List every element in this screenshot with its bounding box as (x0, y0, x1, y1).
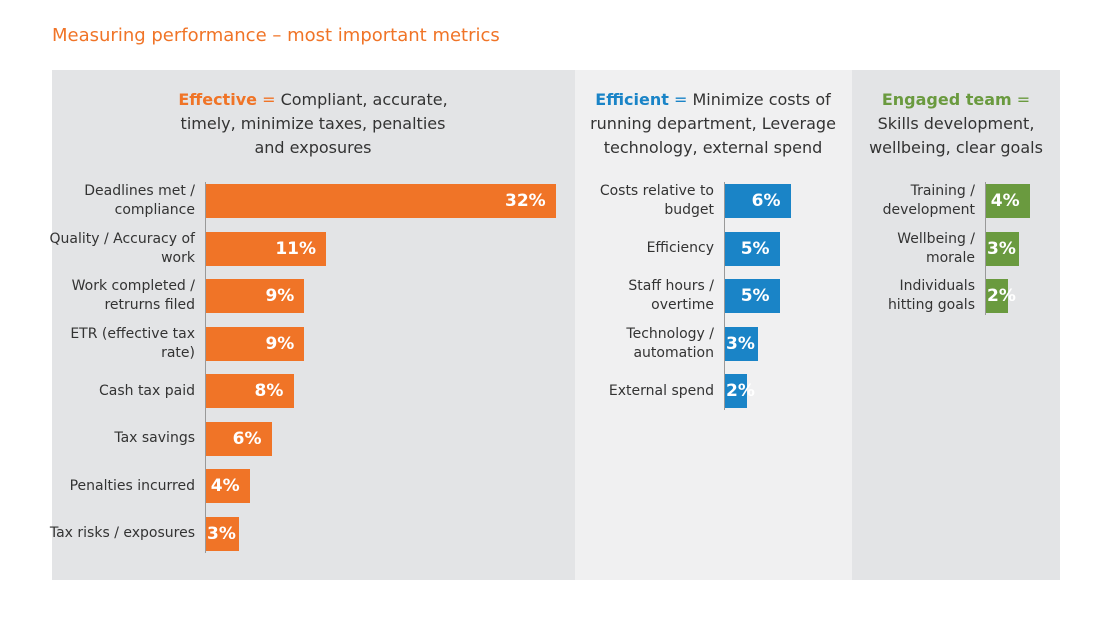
axis-line (985, 182, 986, 315)
value-label: 4% (990, 191, 1020, 211)
category-label: Technology / automation (626, 325, 714, 361)
axis-line (205, 182, 206, 553)
separator: = (674, 90, 688, 109)
value-label: 5% (740, 286, 770, 306)
separator: = (262, 90, 276, 109)
value-label: 5% (740, 238, 770, 259)
category-label: Efficiency (646, 240, 714, 256)
value-label: 6% (751, 191, 781, 211)
category-label: Costs relative to budget (599, 183, 714, 218)
value-label: 2% (726, 381, 755, 401)
value-label: 3% (987, 238, 1016, 259)
category-label: Deadlines met / compliance (84, 183, 195, 218)
category-label: Staff hours / overtime (628, 278, 714, 313)
bar (725, 184, 791, 218)
value-label: 9% (265, 333, 295, 354)
series-name: Effective (178, 90, 257, 109)
description: Minimize costs of running department, Le… (590, 90, 836, 157)
value-label: 11% (275, 238, 317, 259)
category-label: Cash tax paid (98, 382, 195, 399)
panel-heading: Efficient = Minimize costs of running de… (588, 88, 838, 160)
value-label: 3% (207, 523, 236, 544)
value-label: 3% (726, 333, 755, 354)
bar (206, 279, 305, 313)
page-title: Measuring performance – most important m… (52, 25, 500, 46)
category-label: Tax risks / exposures (49, 525, 195, 541)
category-label: Wellbeing / morale (897, 230, 975, 266)
series-name: Engaged team (881, 90, 1012, 109)
description: Compliant, accurate, timely, minimize ta… (180, 90, 448, 157)
bar (725, 374, 747, 408)
bar (986, 184, 1030, 218)
bar (206, 374, 294, 408)
bar (725, 279, 780, 313)
category-label: ETR (effective tax rate) (70, 325, 195, 361)
panel-heading: Engaged team = Skills development, wellb… (861, 88, 1051, 160)
category-label: Training / development (882, 183, 975, 218)
category-label: Tax savings (114, 430, 195, 446)
bar (725, 231, 780, 266)
bar (206, 469, 250, 503)
value-label: 32% (505, 191, 546, 211)
category-label: Individuals hitting goals (887, 278, 975, 313)
value-label: 9% (265, 286, 295, 306)
category-label: Penalties incurred (69, 477, 195, 494)
category-label: External spend (608, 382, 714, 399)
description: Skills development, wellbeing, clear goa… (869, 114, 1043, 157)
series-name: Efficient (595, 90, 669, 109)
category-label: Quality / Accuracy of work (49, 230, 195, 266)
bar (206, 231, 327, 266)
category-label: Work completed / retrurns filed (71, 278, 195, 313)
value-label: 2% (987, 286, 1016, 306)
bar (206, 421, 272, 456)
panel (52, 70, 575, 580)
bar (206, 184, 556, 218)
panel (575, 70, 852, 580)
value-label: 4% (210, 476, 240, 496)
bar (725, 326, 758, 361)
bar (206, 326, 305, 361)
panel (852, 70, 1060, 580)
value-label: 8% (254, 381, 284, 401)
separator: = (1016, 90, 1031, 109)
axis-line (724, 182, 725, 410)
panel-heading: Effective = Compliant, accurate, timely,… (168, 88, 458, 160)
value-label: 6% (232, 428, 262, 449)
bar (986, 231, 1019, 266)
bar (206, 516, 239, 551)
bar (986, 279, 1008, 313)
